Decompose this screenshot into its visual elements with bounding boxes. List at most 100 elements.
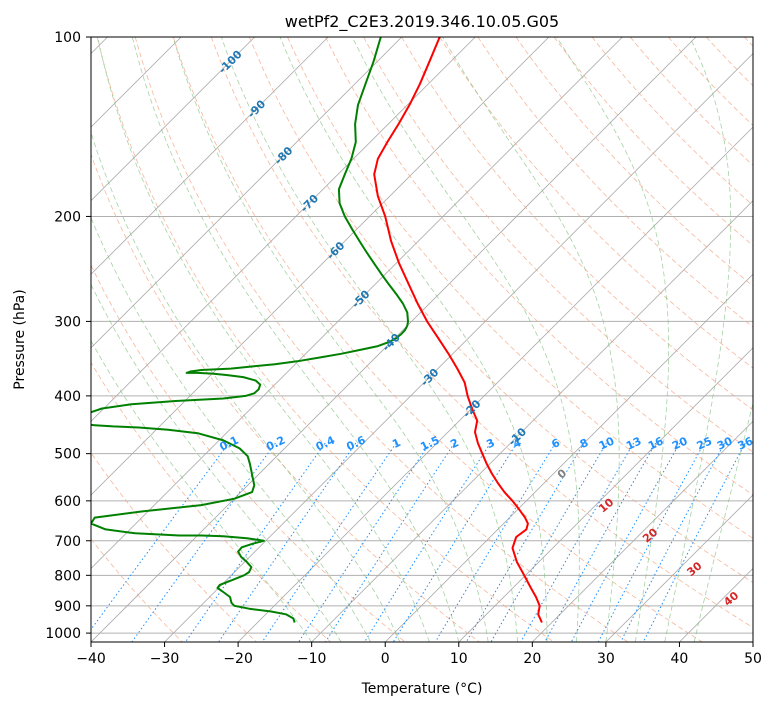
mixing-ratio-label: 1 (390, 436, 402, 451)
x-tick-label: 30 (597, 651, 615, 667)
x-tick-label: 50 (744, 651, 762, 667)
mixing-ratio-label: 20 (670, 434, 690, 452)
y-tick-label: 900 (54, 599, 81, 615)
y-tick-label: 100 (54, 30, 81, 46)
y-tick-label: 500 (54, 447, 81, 463)
mixing-ratio-line (434, 442, 556, 642)
moist-adiabat-line (91, 283, 342, 642)
chart-title: wetPf2_C2E3.2019.346.10.05.G05 (285, 12, 559, 32)
isotherm-line (311, 200, 753, 642)
moist-adiabat-line (91, 131, 401, 642)
mixing-ratio-line (490, 442, 607, 642)
dry-adiabat-line (439, 37, 753, 369)
mixing-ratio-line (570, 442, 681, 642)
x-tick-label: 0 (381, 651, 390, 667)
mixing-ratio-line (324, 442, 455, 642)
dry-adiabat-label: -100 (216, 47, 245, 76)
dry-adiabat-label: -30 (418, 366, 441, 389)
mixing-ratio-label: 13 (624, 434, 643, 452)
isotherm-line (532, 420, 753, 642)
isotherm-line (752, 641, 753, 642)
dry-adiabat-line (91, 361, 332, 642)
y-axis: 100 200 300 400 500 600 700 800 900 1000 (45, 30, 91, 642)
dry-adiabat-label: -90 (245, 97, 268, 120)
dry-adiabat-label: -70 (298, 192, 321, 215)
moist-adiabat-line (172, 37, 489, 642)
moist-adiabat-line (351, 37, 580, 642)
dry-adiabat-line (553, 37, 753, 247)
mixing-ratio-label: 36 (736, 434, 756, 452)
mixing-ratio-label: 0.2 (264, 434, 287, 454)
mixing-ratio-label: 6 (549, 436, 562, 451)
mixing-ratio-label: 30 (715, 434, 735, 452)
mixing-ratio-label: 1.5 (418, 434, 441, 454)
mixing-ratio-line (261, 442, 397, 642)
y-tick-label: 400 (54, 389, 81, 405)
moist-adiabat-line (279, 37, 548, 642)
isotherm-line (605, 494, 753, 642)
mixing-ratio-line (364, 442, 491, 642)
isotherm-line (91, 37, 623, 570)
mixing-ratio-line (298, 442, 431, 642)
moist-adiabat-line (221, 37, 518, 642)
plot-frame (90, 36, 754, 643)
y-tick-label: 700 (54, 534, 81, 550)
mixing-ratio-label: 16 (646, 434, 666, 452)
moist-adiabat-line (91, 339, 313, 642)
isotherm-line (384, 273, 753, 642)
dry-adiabat-line (363, 37, 753, 453)
mixing-ratio-line (642, 442, 746, 642)
isotherm-line (679, 567, 753, 642)
isotherm-line (91, 37, 329, 275)
background-lines (91, 37, 753, 642)
x-tick-label: −30 (150, 651, 180, 667)
dry-adiabat-line (249, 37, 753, 584)
isotherm-line (91, 37, 255, 202)
isotherm-line (237, 126, 753, 642)
series-layer (91, 37, 543, 623)
mixing-ratio-line (91, 442, 230, 631)
mixing-ratio-label: 25 (695, 434, 714, 452)
mixing-ratio-line (185, 442, 326, 642)
x-tick-label: 10 (450, 651, 468, 667)
mixing-ratio-label: 10 (597, 434, 617, 452)
dry-adiabat-label: -40 (380, 331, 403, 354)
dry-adiabat-label: -10 (506, 425, 529, 448)
mixing-ratio-line (392, 442, 518, 642)
dry-adiabat-line (91, 538, 183, 642)
x-axis: −40 −30 −20 −10 0 10 20 30 40 50 (76, 642, 762, 667)
dry-adiabat-line (515, 37, 753, 287)
isotherm-line (91, 37, 476, 422)
isotherm-line (91, 37, 550, 496)
y-axis-title: Pressure (hPa) (12, 289, 28, 389)
moist-adiabat-line (693, 401, 753, 642)
dry-adiabat-line (91, 153, 480, 642)
dry-adiabat-line (134, 37, 629, 642)
x-axis-title: Temperature (°C) (361, 681, 483, 697)
moist-adiabat-line (131, 37, 460, 642)
mixing-ratio-label: 0.4 (314, 433, 337, 453)
moist-adiabat-line (442, 37, 620, 642)
mixing-ratio-label: 0.1 (217, 434, 240, 454)
moist-adiabat-line (91, 216, 371, 642)
dry-adiabat-line (96, 37, 554, 642)
plot-area: 0.1 0.2 0.4 0.6 1 1.5 2 3 4 6 8 10 13 16 20 25 30 36-100-… (91, 37, 756, 642)
moist-adiabat-label: 10 (596, 495, 616, 515)
dry-adiabat-line (287, 37, 753, 539)
y-tick-label: 300 (54, 314, 81, 330)
x-tick-label: −40 (76, 651, 106, 667)
moist-adiabat-line (556, 37, 670, 642)
dry-adiabat-line (91, 452, 257, 642)
mixing-ratio-line (465, 442, 585, 642)
mixing-ratio-line (597, 442, 705, 642)
x-tick-label: −20 (223, 651, 253, 667)
mixing-ratio-line (131, 442, 276, 642)
moist-adiabat-line (97, 37, 430, 642)
mixing-ratio-label: 0.6 (344, 433, 367, 453)
y-tick-label: 800 (54, 568, 81, 584)
dry-adiabat-line (211, 37, 753, 629)
x-tick-label: 40 (671, 651, 689, 667)
isotherm-line (458, 347, 753, 642)
dry-adiabat-line (325, 37, 753, 496)
